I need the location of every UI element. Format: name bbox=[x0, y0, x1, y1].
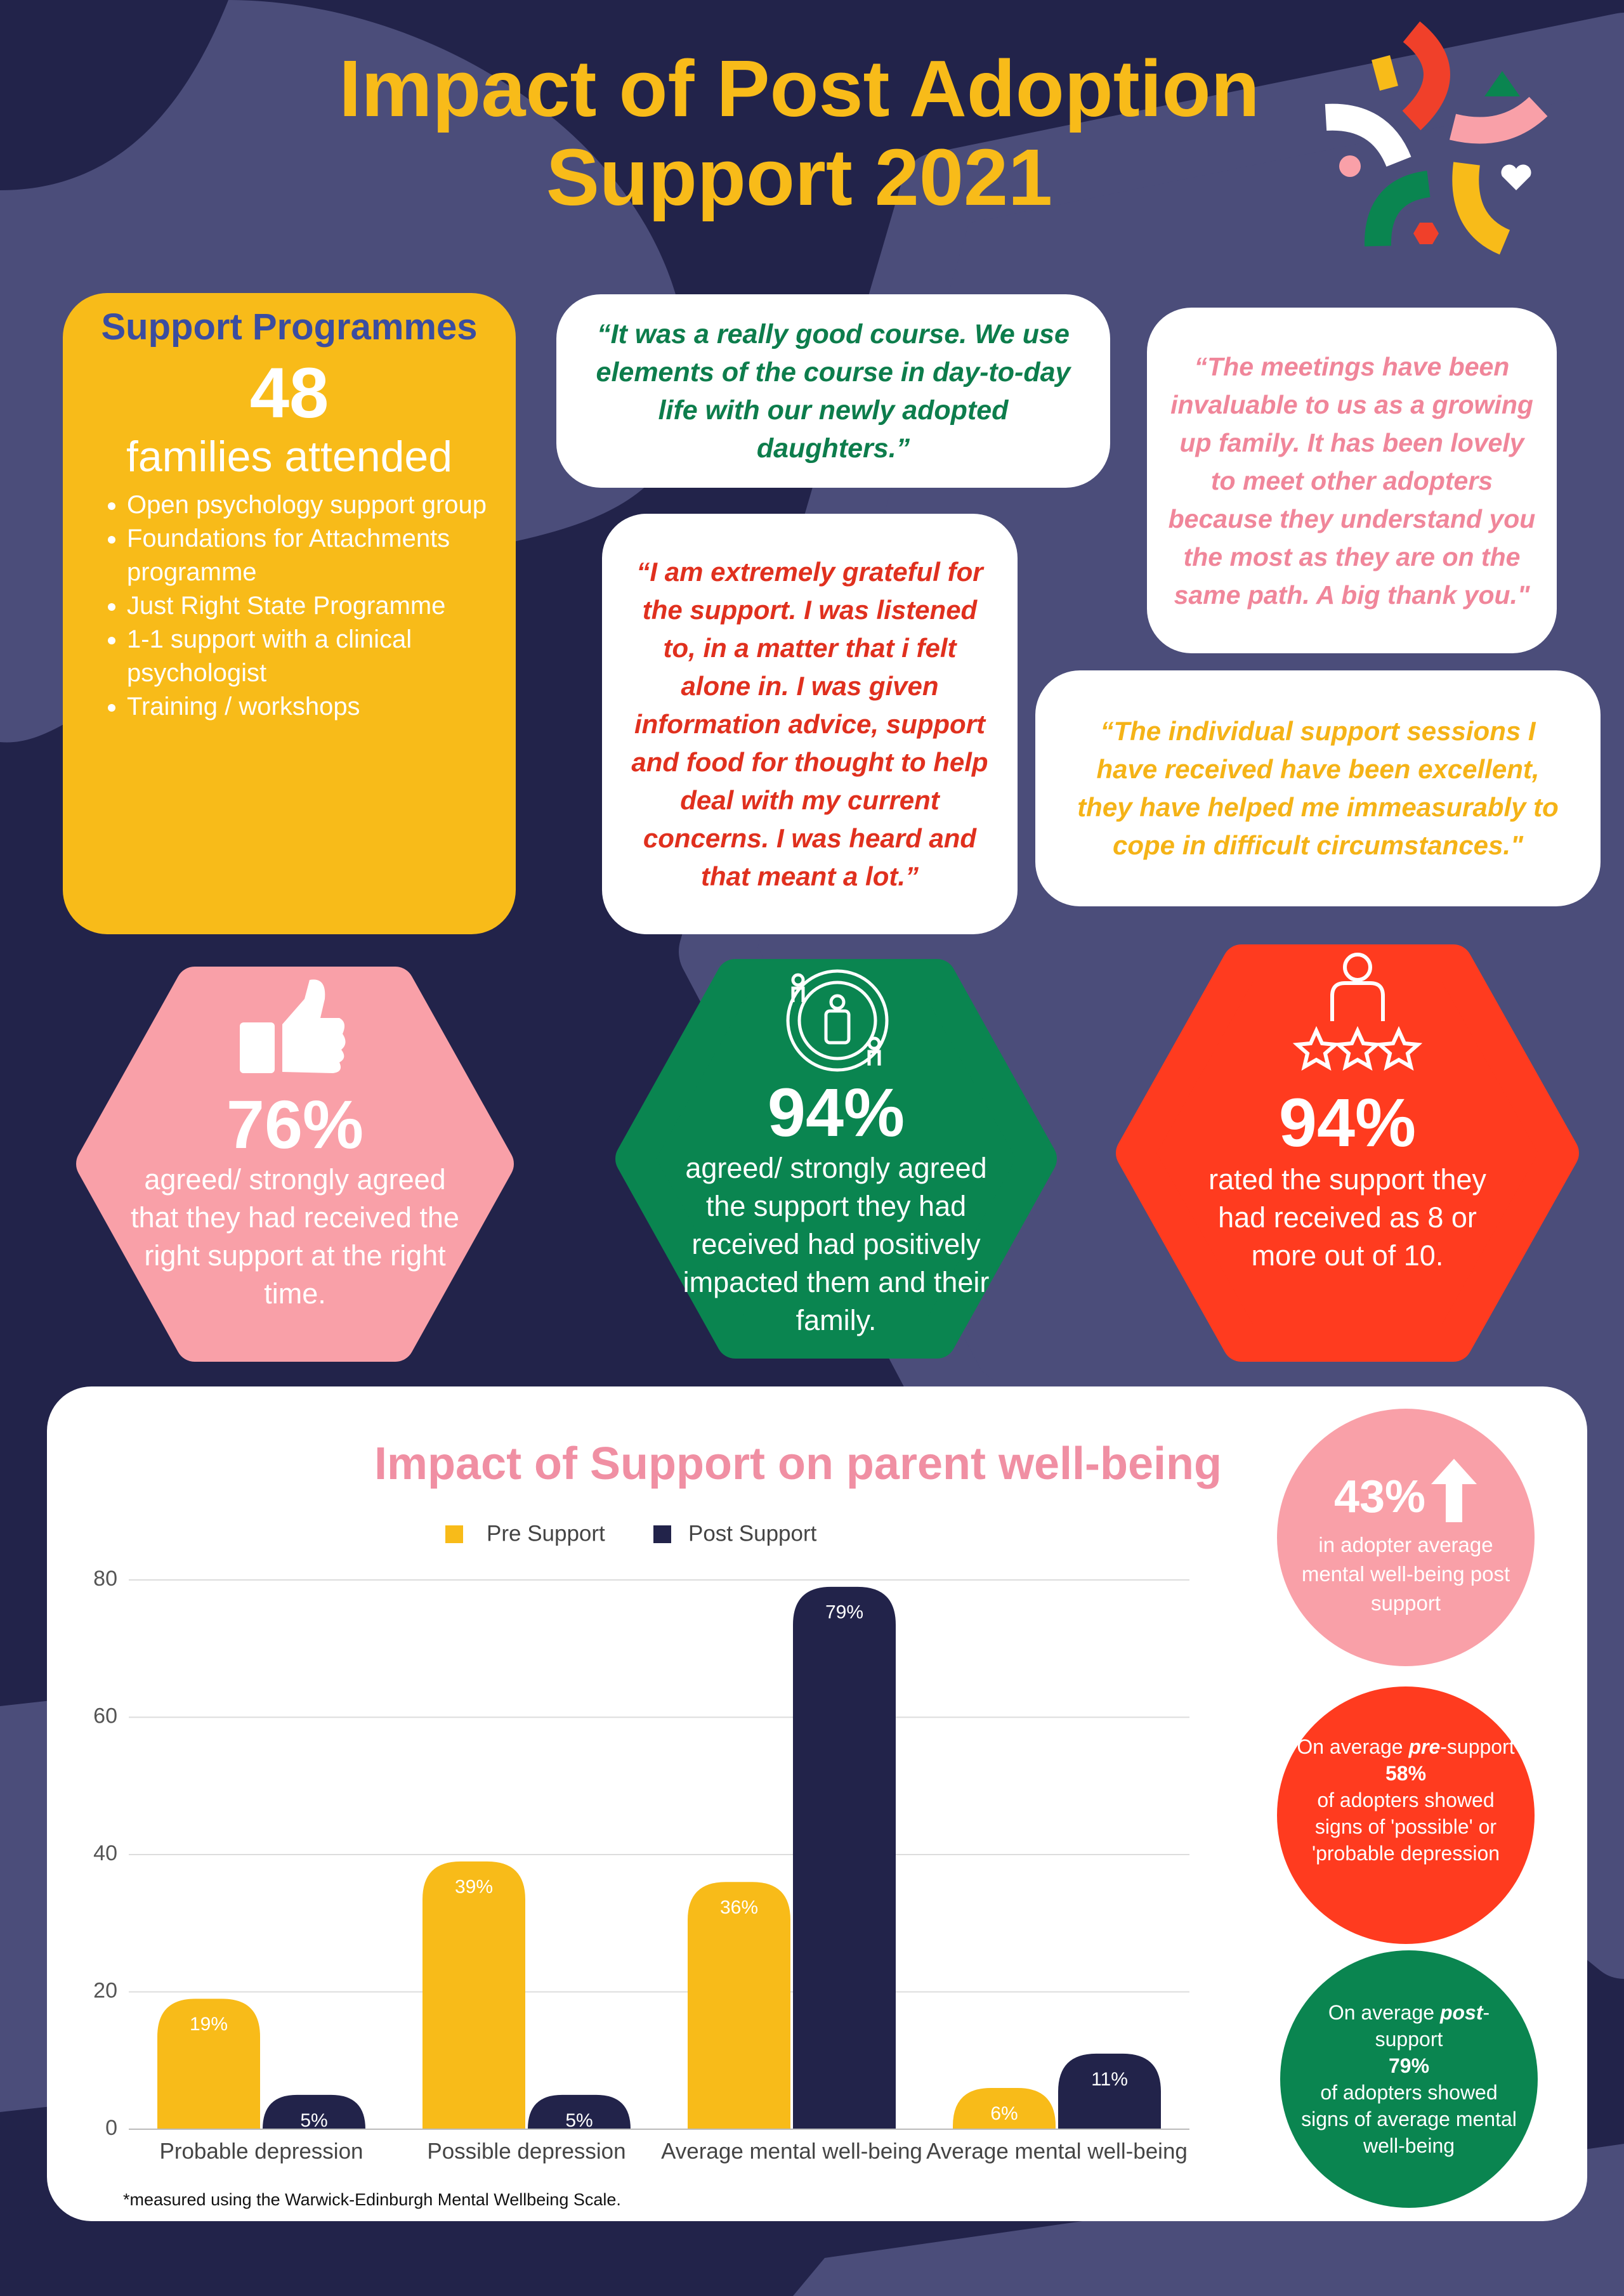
programmes-card bbox=[63, 293, 516, 934]
highlight-value: 79% bbox=[1388, 2054, 1430, 2077]
stat-text: agreed/ strongly agreed that they had re… bbox=[131, 1163, 459, 1310]
stat-value: 94% bbox=[767, 1074, 905, 1151]
programmes-count: 48 bbox=[249, 353, 329, 433]
x-tick-label: Average mental well-being bbox=[661, 2139, 922, 2163]
programme-item: Just Right State Programme bbox=[127, 589, 508, 623]
rating-icon bbox=[1292, 953, 1423, 1071]
highlight-value: 43% bbox=[1333, 1471, 1426, 1522]
bar bbox=[422, 1861, 525, 2129]
up-arrow bbox=[1431, 1459, 1477, 1522]
legend-swatch bbox=[653, 1525, 671, 1543]
highlight-value: 58% bbox=[1385, 1762, 1427, 1785]
value-label: 36% bbox=[720, 1897, 758, 1918]
highlight-text: of adopters showed signs of 'possible' o… bbox=[1311, 1789, 1500, 1865]
quote-card: “The individual support sessions I have … bbox=[1035, 670, 1601, 906]
thumbs-up-icon bbox=[240, 979, 346, 1073]
highlight-lead: On average bbox=[1328, 2001, 1435, 2024]
bar bbox=[157, 1999, 260, 2129]
wellbeing-icon bbox=[786, 969, 889, 1072]
value-label: 6% bbox=[990, 2103, 1018, 2124]
bar bbox=[793, 1586, 896, 2129]
programme-item: 1-1 support with a clinical psychologist bbox=[127, 623, 508, 690]
programmes-list: Open psychology support group Foundation… bbox=[70, 488, 508, 724]
stat-value: 94% bbox=[1278, 1084, 1417, 1161]
y-tick-label: 60 bbox=[93, 1704, 117, 1728]
value-label: 79% bbox=[825, 1602, 863, 1623]
quote-card: “The meetings have been invaluable to us… bbox=[1147, 308, 1557, 653]
highlight-block: On average pre-support 58% of adopters s… bbox=[1292, 1733, 1520, 1867]
value-label: 19% bbox=[190, 2014, 228, 2035]
y-tick-label: 40 bbox=[93, 1841, 117, 1865]
quote-card: “It was a really good course. We use ele… bbox=[556, 294, 1110, 488]
value-label: 39% bbox=[455, 1877, 493, 1898]
quote-text: “The individual support sessions I have … bbox=[1077, 716, 1559, 860]
footnote: *measured using the Warwick-Edinburgh Me… bbox=[123, 2190, 621, 2209]
x-tick-label: Possible depression bbox=[427, 2139, 625, 2163]
highlight-after: -support bbox=[1375, 2001, 1490, 2051]
quote-text: “It was a really good course. We use ele… bbox=[596, 318, 1071, 464]
stat-hexagon bbox=[1116, 944, 1579, 1362]
highlight-lead: On average bbox=[1297, 1735, 1403, 1758]
highlight-block: On average post-support 79% of adopters … bbox=[1295, 1999, 1523, 2159]
bar bbox=[1058, 2053, 1161, 2129]
highlight-text: of adopters showed signs of average ment… bbox=[1301, 2081, 1517, 2157]
legend-label: Post Support bbox=[688, 1521, 817, 1546]
value-label: 5% bbox=[300, 2110, 327, 2131]
y-tick-label: 20 bbox=[93, 1978, 117, 2002]
highlight-circle bbox=[1277, 1409, 1535, 1666]
highlight-emphasis: post bbox=[1439, 2001, 1483, 2024]
value-label: 5% bbox=[565, 2110, 593, 2131]
stat-text: rated the support they had received as 8… bbox=[1208, 1163, 1486, 1272]
stat-value: 76% bbox=[226, 1086, 364, 1163]
highlight-text: in adopter average mental well-being pos… bbox=[1301, 1533, 1510, 1615]
bar bbox=[528, 2094, 631, 2129]
confetti bbox=[1325, 21, 1548, 255]
stat-hexagon bbox=[76, 967, 514, 1362]
quote-text: “I am extremely grateful for the support… bbox=[631, 556, 988, 891]
bar bbox=[688, 1882, 790, 2129]
x-tick-label: Probable depression bbox=[159, 2139, 363, 2163]
highlight-emphasis: pre bbox=[1408, 1735, 1441, 1758]
programmes-caption: families attended bbox=[126, 433, 453, 481]
programmes-title: Support Programmes bbox=[101, 306, 478, 348]
y-tick-label: 0 bbox=[105, 2116, 117, 2140]
bar bbox=[953, 2088, 1056, 2129]
x-tick-label: Average mental well-being bbox=[926, 2139, 1188, 2163]
highlight-circle bbox=[1277, 1686, 1535, 1944]
quote-text: “The meetings have been invaluable to us… bbox=[1168, 351, 1536, 610]
value-label: 11% bbox=[1091, 2069, 1128, 2090]
page-title: Impact of Post Adoption Support 2021 bbox=[339, 44, 1260, 222]
quote-card: “I am extremely grateful for the support… bbox=[602, 514, 1018, 934]
chart-title: Impact of Support on parent well-being bbox=[374, 1438, 1222, 1489]
highlight-circle bbox=[1280, 1950, 1538, 2208]
highlight-after: -support bbox=[1440, 1735, 1515, 1758]
legend-label: Pre Support bbox=[487, 1521, 605, 1546]
programme-item: Open psychology support group bbox=[127, 488, 508, 522]
stat-hexagon bbox=[615, 959, 1057, 1359]
programme-item: Foundations for Attachments programme bbox=[127, 522, 508, 589]
y-tick-label: 80 bbox=[93, 1567, 117, 1591]
programme-item: Training / workshops bbox=[127, 690, 508, 724]
legend-swatch bbox=[445, 1525, 463, 1543]
bar bbox=[263, 2094, 365, 2129]
stat-text: agreed/ strongly agreed the support they… bbox=[683, 1152, 990, 1336]
background-blob bbox=[0, 1700, 57, 2112]
